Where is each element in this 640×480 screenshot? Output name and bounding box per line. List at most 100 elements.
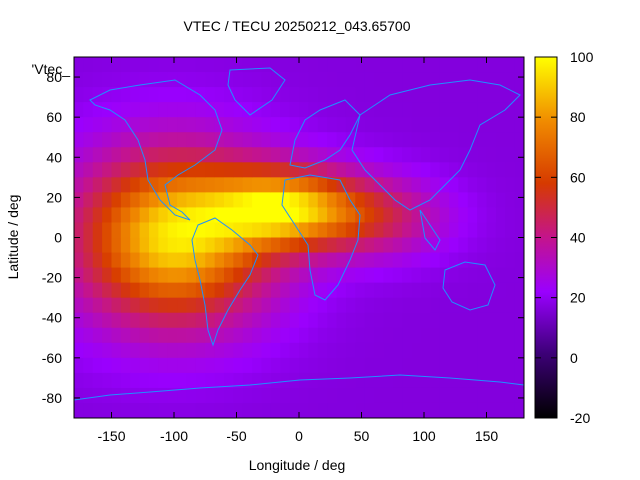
heatmap-cell (327, 252, 337, 269)
heatmap-cell (467, 222, 478, 238)
heatmap-cell (420, 147, 431, 163)
heatmap-cell (299, 57, 309, 73)
heatmap-cell (299, 117, 309, 133)
heatmap-cell (467, 267, 478, 284)
heatmap-cell (449, 102, 459, 118)
heatmap-cell (327, 102, 337, 118)
heatmap-cell (270, 237, 281, 254)
heatmap-cell (514, 267, 525, 284)
heatmap-cell (514, 357, 525, 374)
heatmap-cell (374, 342, 384, 359)
heatmap-cell (177, 162, 187, 178)
heatmap-cell (486, 132, 497, 148)
heatmap-cell (252, 282, 262, 299)
heatmap-cell (345, 117, 356, 133)
heatmap-cell (83, 57, 94, 73)
heatmap-cell (364, 357, 375, 374)
heatmap-cell (149, 237, 159, 254)
heatmap-cell (336, 72, 347, 88)
heatmap-cell (336, 87, 347, 103)
heatmap-cell (167, 312, 178, 329)
heatmap-cell (280, 102, 291, 118)
heatmap-cell (364, 72, 375, 88)
heatmap-cell (308, 57, 319, 73)
heatmap-cell (92, 267, 103, 284)
heatmap-cell (439, 372, 450, 389)
heatmap-cell (411, 192, 422, 208)
heatmap-cell (514, 342, 525, 359)
heatmap-cell (420, 312, 431, 329)
heatmap-cell (317, 162, 328, 178)
heatmap-cell (495, 297, 506, 314)
heatmap-cell (327, 297, 337, 314)
heatmap-cell (449, 387, 459, 404)
heatmap-cell (270, 117, 281, 133)
heatmap-cell (186, 387, 197, 404)
colorbar-tick-label: 40 (570, 230, 586, 246)
coastline-south-america (191, 217, 259, 347)
heatmap-cell (439, 207, 450, 223)
heatmap-cell (167, 222, 178, 238)
heatmap-cell (449, 297, 459, 314)
heatmap-cell (242, 177, 253, 193)
heatmap-cell (92, 207, 103, 223)
colorbar-tick-label: -20 (570, 410, 590, 426)
heatmap-cell (392, 327, 403, 344)
heatmap-cell (120, 342, 131, 359)
heatmap-cell (195, 372, 206, 389)
heatmap-cell (139, 207, 150, 223)
heatmap-cell (430, 147, 441, 163)
heatmap-cell (130, 57, 141, 73)
heatmap-cell (177, 282, 187, 299)
heatmap-cell (336, 312, 347, 329)
heatmap-cell (439, 387, 450, 404)
heatmap-cell (139, 222, 150, 238)
heatmap-cell (92, 57, 103, 73)
heatmap-cell (139, 342, 150, 359)
heatmap-cell (74, 207, 84, 223)
heatmap-cell (477, 132, 487, 148)
heatmap-cell (130, 177, 141, 193)
coastline-indochina (419, 209, 441, 251)
heatmap-cell (111, 327, 122, 344)
heatmap-cell (139, 162, 150, 178)
heatmap-cell (364, 327, 375, 344)
heatmap-cell (411, 207, 422, 223)
heatmap-cell (411, 57, 422, 73)
heatmap-cell (420, 282, 431, 299)
heatmap-cell (205, 387, 216, 404)
heatmap-cell (205, 57, 216, 73)
colorbar-ticks: -20 0 20 40 60 80 100 (535, 49, 594, 426)
heatmap-cell (233, 267, 244, 284)
heatmap-cell (327, 357, 337, 374)
heatmap-cell (477, 402, 487, 419)
heatmap-cell (214, 297, 225, 314)
heatmap-cell (158, 87, 169, 103)
heatmap-cell (102, 327, 112, 344)
heatmap-cell (411, 342, 422, 359)
heatmap-cell (308, 267, 319, 284)
heatmap-cell (467, 297, 478, 314)
heatmap-cell (355, 132, 366, 148)
heatmap-cell (317, 237, 328, 254)
heatmap-cell (92, 342, 103, 359)
heatmap-cell (355, 327, 366, 344)
heatmap-cell (458, 312, 469, 329)
heatmap-cell (486, 342, 497, 359)
heatmap-cell (495, 132, 506, 148)
heatmap-cell (195, 222, 206, 238)
heatmap-cell (270, 102, 281, 118)
heatmap-cell (308, 297, 319, 314)
heatmap-cell (214, 72, 225, 88)
heatmap-cell (383, 222, 394, 238)
heatmap-cell (477, 342, 487, 359)
heatmap-cell (74, 57, 84, 73)
heatmap-cell (92, 297, 103, 314)
heatmap-cell (242, 57, 253, 73)
heatmap-cell (486, 282, 497, 299)
heatmap-cell (458, 372, 469, 389)
heatmap-cell (327, 207, 337, 223)
heatmap-cell (83, 102, 94, 118)
coastlines (73, 67, 525, 401)
heatmap-cell (308, 342, 319, 359)
